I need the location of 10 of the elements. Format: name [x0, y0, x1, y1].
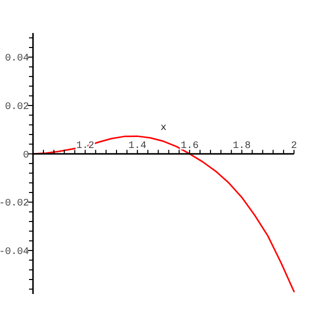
y-tick-label: 0 — [22, 150, 29, 162]
x-tick-label: 1.6 — [180, 140, 199, 152]
x-tick-label: 1.4 — [128, 140, 146, 152]
x-tick-label: 1.8 — [232, 140, 251, 152]
x-tick-label: 2 — [290, 140, 298, 152]
y-tick-label: 0.02 — [4, 102, 29, 113]
x-axis-title: x — [160, 122, 167, 134]
y-tick-label: -0.02 — [0, 198, 29, 210]
y-tick-label: 0.04 — [4, 54, 29, 65]
y-tick-label: -0.04 — [0, 247, 29, 258]
